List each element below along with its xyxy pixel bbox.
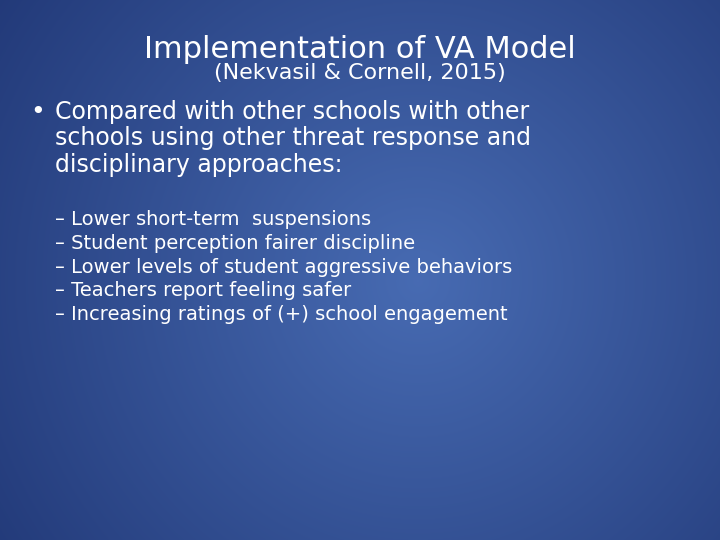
- Text: Compared with other schools with other: Compared with other schools with other: [55, 100, 529, 124]
- Text: disciplinary approaches:: disciplinary approaches:: [55, 153, 343, 177]
- Text: – Teachers report feeling safer: – Teachers report feeling safer: [55, 281, 351, 300]
- Text: – Student perception fairer discipline: – Student perception fairer discipline: [55, 234, 415, 253]
- Text: – Lower levels of student aggressive behaviors: – Lower levels of student aggressive beh…: [55, 258, 512, 276]
- Text: (Nekvasil & Cornell, 2015): (Nekvasil & Cornell, 2015): [214, 63, 506, 83]
- Text: schools using other threat response and: schools using other threat response and: [55, 126, 531, 150]
- Text: •: •: [30, 100, 45, 124]
- Text: Implementation of VA Model: Implementation of VA Model: [144, 35, 576, 64]
- Text: – Lower short-term  suspensions: – Lower short-term suspensions: [55, 210, 371, 229]
- Text: – Increasing ratings of (+) school engagement: – Increasing ratings of (+) school engag…: [55, 305, 508, 324]
